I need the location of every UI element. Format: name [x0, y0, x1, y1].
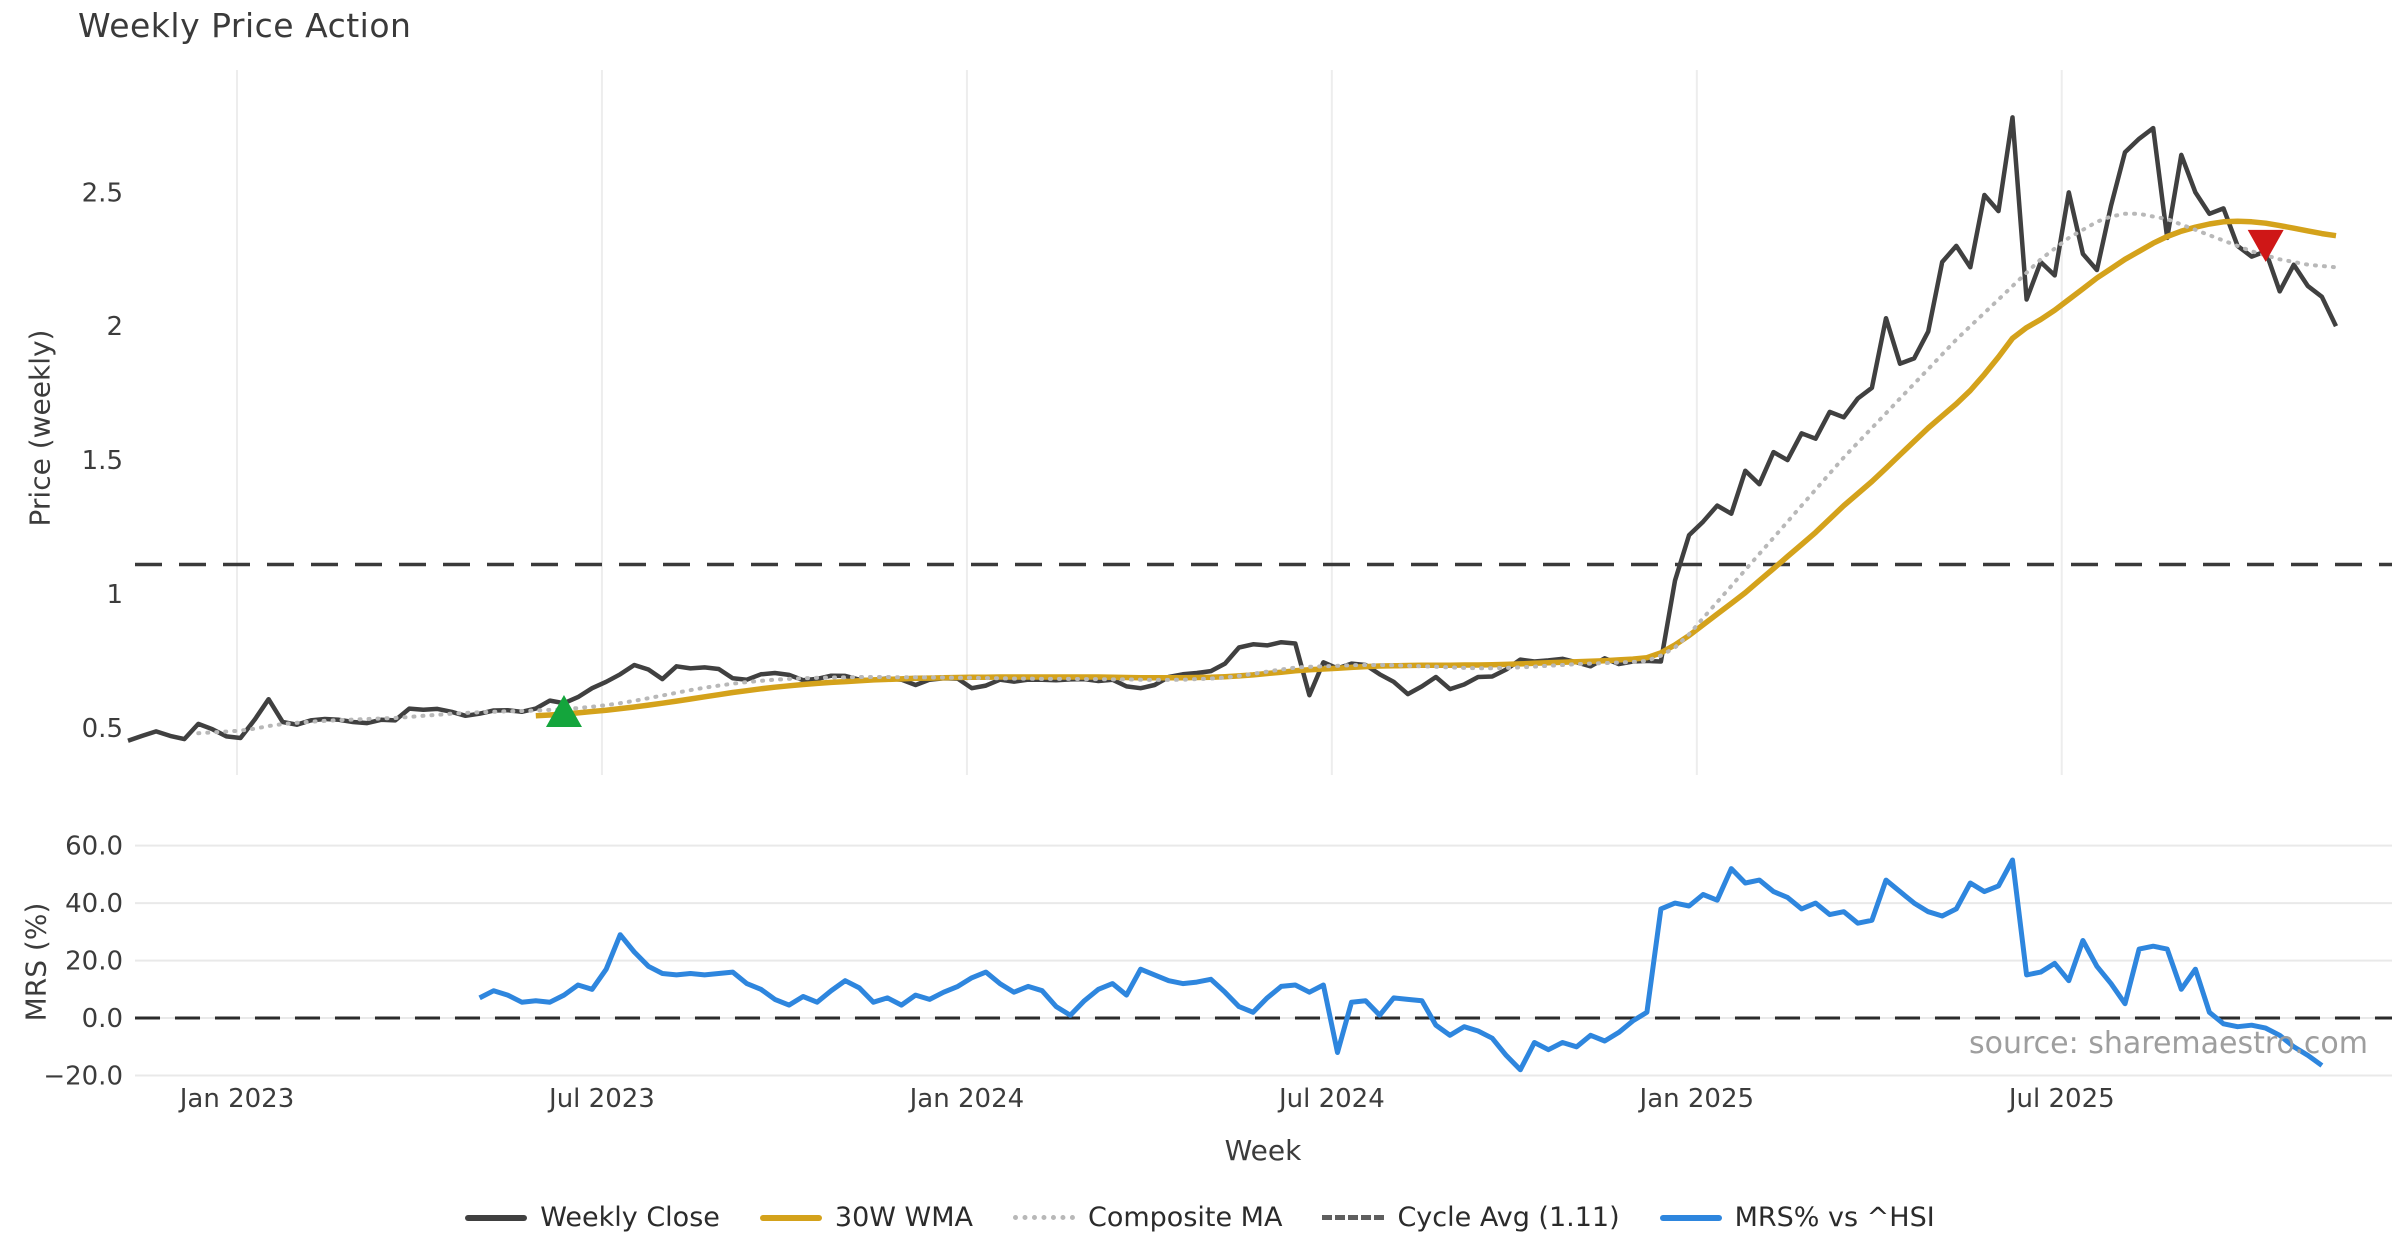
week-axis-label: Week — [1224, 1134, 1302, 1167]
legend-item-cycle-avg: Cycle Avg (1.11) — [1322, 1202, 1620, 1233]
svg-text:1.5: 1.5 — [82, 446, 123, 476]
price-axis-label: Price (weekly) — [23, 329, 57, 527]
legend-item-weekly-close: Weekly Close — [465, 1202, 720, 1233]
solid-line-swatch-icon — [1659, 1214, 1722, 1221]
svg-text:0.0: 0.0 — [82, 1004, 123, 1034]
svg-text:Jul 2024: Jul 2024 — [1277, 1084, 1385, 1114]
svg-text:Jan 2025: Jan 2025 — [1638, 1084, 1755, 1114]
svg-text:Jan 2024: Jan 2024 — [908, 1084, 1025, 1114]
source-watermark: source: sharemaestro.com — [1969, 1026, 2368, 1061]
svg-text:40.0: 40.0 — [65, 889, 123, 919]
legend-item-composite-ma: Composite MA — [1013, 1202, 1282, 1233]
svg-text:Jul 2023: Jul 2023 — [547, 1084, 655, 1114]
svg-text:1: 1 — [106, 580, 123, 610]
svg-text:−20.0: −20.0 — [43, 1062, 123, 1092]
svg-text:2: 2 — [106, 312, 123, 342]
svg-text:20.0: 20.0 — [65, 947, 123, 977]
svg-text:0.5: 0.5 — [82, 714, 123, 744]
legend-label: MRS% vs ^HSI — [1734, 1202, 1935, 1233]
legend-label: Cycle Avg (1.11) — [1397, 1202, 1620, 1233]
legend-item-mrs: MRS% vs ^HSI — [1659, 1202, 1935, 1233]
page-title: Weekly Price Action — [78, 6, 412, 45]
legend-label: Weekly Close — [540, 1202, 720, 1233]
legend-label: 30W WMA — [834, 1202, 973, 1233]
svg-text:Jan 2023: Jan 2023 — [178, 1084, 295, 1114]
dashed-line-swatch-icon — [1322, 1215, 1385, 1220]
legend-item-30w-wma: 30W WMA — [759, 1202, 973, 1233]
legend-label: Composite MA — [1088, 1202, 1283, 1233]
mrs-axis-label: MRS (%) — [19, 902, 53, 1022]
legend: Weekly Close 30W WMA Composite MA Cycle … — [0, 1202, 2400, 1233]
solid-line-swatch-icon — [759, 1214, 822, 1221]
svg-text:Jul 2025: Jul 2025 — [2007, 1084, 2115, 1114]
svg-text:60.0: 60.0 — [65, 832, 123, 862]
solid-line-swatch-icon — [465, 1214, 528, 1221]
dotted-line-swatch-icon — [1013, 1215, 1075, 1220]
svg-text:2.5: 2.5 — [82, 178, 123, 208]
